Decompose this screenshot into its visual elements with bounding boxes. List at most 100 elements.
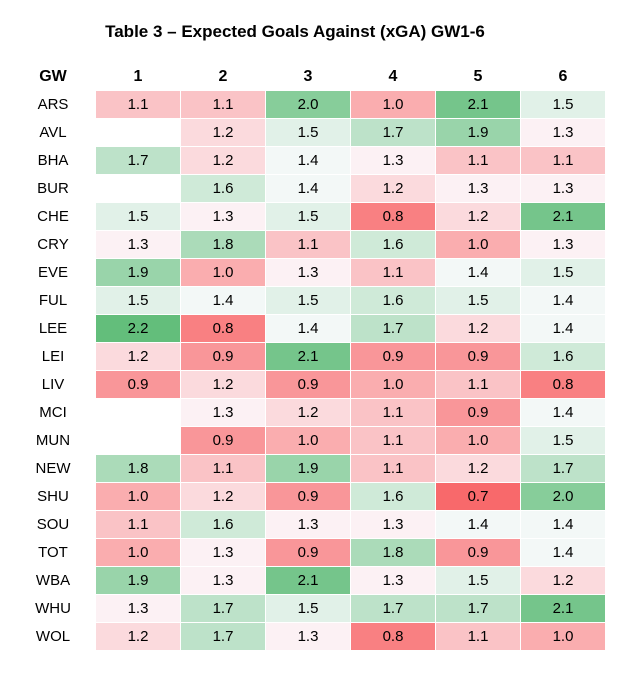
heat-cell: 1.3 [180, 538, 266, 567]
heat-cell: 0.9 [265, 370, 351, 399]
team-label: CRY [10, 230, 96, 259]
heat-cell: 1.9 [95, 258, 181, 287]
column-header: 4 [388, 68, 398, 85]
heat-cell: 1.3 [520, 118, 606, 147]
heat-cell: 1.1 [95, 90, 181, 119]
heat-cell: 1.6 [180, 510, 266, 539]
table-row: AVL 1.2 1.5 1.7 1.9 1.3 [10, 118, 606, 147]
table-row: FUL 1.5 1.4 1.5 1.6 1.5 1.4 [10, 286, 606, 315]
heat-cell: 0.7 [435, 482, 521, 511]
team-label: LEI [10, 342, 96, 371]
heat-cell: 1.0 [265, 426, 351, 455]
column-header: 3 [303, 68, 313, 85]
column-header: 6 [558, 68, 568, 85]
heat-cell: 1.1 [520, 146, 606, 175]
column-header: 2 [218, 68, 228, 85]
team-label: MUN [10, 426, 96, 455]
heat-cell: 1.1 [350, 454, 436, 483]
team-label: SOU [10, 510, 96, 539]
heat-cell: 0.8 [180, 314, 266, 343]
heat-cell: 1.4 [265, 146, 351, 175]
heat-cell: 0.8 [350, 622, 436, 651]
table-row: TOT 1.0 1.3 0.9 1.8 0.9 1.4 [10, 538, 606, 567]
table-row: MCI 1.3 1.2 1.1 0.9 1.4 [10, 398, 606, 427]
row-header-label: GW [39, 68, 67, 85]
team-label: ARS [10, 90, 96, 119]
heat-cell: 1.2 [180, 146, 266, 175]
team-label: SHU [10, 482, 96, 511]
heat-cell: 1.3 [95, 230, 181, 259]
heat-cell: 0.9 [435, 398, 521, 427]
heat-cell: 1.5 [95, 202, 181, 231]
heat-cell: 1.6 [520, 342, 606, 371]
heat-cell: 1.1 [265, 230, 351, 259]
heat-cell: 1.7 [180, 622, 266, 651]
heat-cell: 1.7 [350, 314, 436, 343]
table-row: LEE 2.2 0.8 1.4 1.7 1.2 1.4 [10, 314, 606, 343]
team-label: TOT [10, 538, 96, 567]
heat-cell: 1.7 [95, 146, 181, 175]
heat-cell: 1.0 [180, 258, 266, 287]
heat-cell: 1.1 [350, 426, 436, 455]
heat-cell: 1.0 [350, 90, 436, 119]
heat-cell: 1.4 [520, 286, 606, 315]
team-label: LEE [10, 314, 96, 343]
heat-cell: 1.3 [350, 510, 436, 539]
heat-cell: 1.4 [180, 286, 266, 315]
heat-cell: 1.1 [95, 510, 181, 539]
heat-cell: 1.1 [180, 454, 266, 483]
team-label: LIV [10, 370, 96, 399]
heat-cell: 0.9 [350, 342, 436, 371]
table-row: LEI 1.2 0.9 2.1 0.9 0.9 1.6 [10, 342, 606, 371]
heat-cell: 1.5 [520, 258, 606, 287]
heat-cell: 1.3 [265, 510, 351, 539]
heat-cell: 2.1 [520, 594, 606, 623]
heat-cell: 1.4 [265, 174, 351, 203]
team-label: FUL [10, 286, 96, 315]
heat-cell: 1.4 [520, 510, 606, 539]
heat-cell: 1.3 [95, 594, 181, 623]
heat-cell: 1.7 [180, 594, 266, 623]
table-row: LIV 0.9 1.2 0.9 1.0 1.1 0.8 [10, 370, 606, 399]
heat-cell: 1.0 [520, 622, 606, 651]
heat-cell: 1.5 [435, 286, 521, 315]
heat-cell: 1.0 [435, 230, 521, 259]
heat-cell: 1.8 [95, 454, 181, 483]
heat-cell: 1.2 [435, 314, 521, 343]
heat-cell: 1.9 [95, 566, 181, 595]
heat-cell: 1.4 [435, 258, 521, 287]
heat-cell: 1.0 [95, 538, 181, 567]
heat-cell [95, 118, 181, 147]
heat-cell: 1.2 [180, 482, 266, 511]
table-row: CHE 1.5 1.3 1.5 0.8 1.2 2.1 [10, 202, 606, 231]
heat-cell: 0.9 [95, 370, 181, 399]
heat-cell: 0.9 [265, 538, 351, 567]
heat-cell: 1.3 [180, 398, 266, 427]
heat-cell: 1.2 [265, 398, 351, 427]
heat-cell: 1.3 [265, 622, 351, 651]
heat-cell: 1.7 [435, 594, 521, 623]
heat-cell: 1.2 [350, 174, 436, 203]
heat-cell: 1.2 [95, 342, 181, 371]
heat-cell: 2.1 [265, 342, 351, 371]
heat-cell: 1.3 [350, 566, 436, 595]
heat-cell: 1.1 [350, 258, 436, 287]
heat-cell: 0.9 [265, 482, 351, 511]
heat-cell: 1.5 [265, 118, 351, 147]
heat-cell: 0.8 [350, 202, 436, 231]
heat-cell: 2.0 [265, 90, 351, 119]
heat-cell: 2.1 [520, 202, 606, 231]
heat-cell: 1.5 [520, 90, 606, 119]
team-label: CHE [10, 202, 96, 231]
heat-cell: 1.3 [350, 146, 436, 175]
heat-cell: 1.3 [265, 258, 351, 287]
heat-cell: 1.6 [350, 230, 436, 259]
team-label: WOL [10, 622, 96, 651]
team-label: BUR [10, 174, 96, 203]
table-row: SHU 1.0 1.2 0.9 1.6 0.7 2.0 [10, 482, 606, 511]
heat-cell: 1.4 [265, 314, 351, 343]
heat-cell: 1.4 [520, 398, 606, 427]
heat-cell: 2.1 [265, 566, 351, 595]
heat-cell: 1.1 [435, 370, 521, 399]
heat-cell: 1.7 [520, 454, 606, 483]
